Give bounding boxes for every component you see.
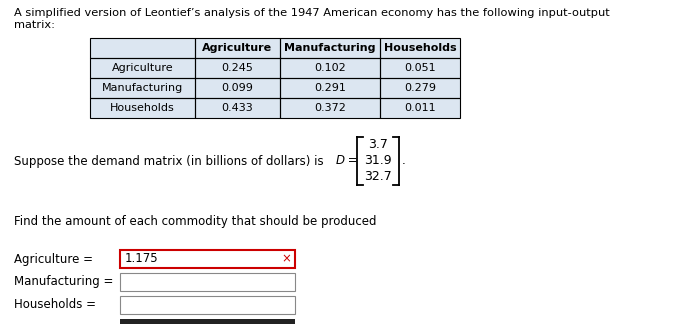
Text: Suppose the demand matrix (in billions of dollars) is: Suppose the demand matrix (in billions o… (14, 155, 328, 168)
Text: 1.175: 1.175 (125, 252, 159, 265)
Text: 0.051: 0.051 (404, 63, 436, 73)
Bar (120, 319, 295, 324)
Text: 0.011: 0.011 (404, 103, 436, 113)
Text: 0.372: 0.372 (314, 103, 346, 113)
Bar (90, 38, 460, 118)
Text: .: . (402, 155, 406, 168)
Bar (380, 78, 460, 98)
Text: Agriculture =: Agriculture = (14, 252, 93, 265)
Text: Agriculture: Agriculture (202, 43, 272, 53)
Text: 0.433: 0.433 (222, 103, 253, 113)
Text: 3.7: 3.7 (368, 138, 388, 152)
Bar (280, 58, 380, 78)
Text: matrix:: matrix: (14, 20, 55, 30)
Bar (120, 296, 295, 314)
Bar (90, 78, 195, 98)
Bar (90, 98, 195, 118)
Bar (280, 38, 380, 58)
Text: Manufacturing: Manufacturing (102, 83, 183, 93)
Bar (195, 98, 280, 118)
Text: Households =: Households = (14, 298, 96, 311)
Bar (90, 58, 195, 78)
Text: Households: Households (110, 103, 175, 113)
Text: =: = (344, 155, 358, 168)
Bar (280, 98, 380, 118)
Text: ×: × (281, 252, 291, 265)
Bar (380, 98, 460, 118)
Bar (120, 250, 295, 268)
Text: A simplified version of Leontief’s analysis of the 1947 American economy has the: A simplified version of Leontief’s analy… (14, 8, 610, 18)
Text: Households: Households (384, 43, 456, 53)
Text: $D$: $D$ (335, 155, 346, 168)
Text: 0.099: 0.099 (222, 83, 253, 93)
Text: 0.102: 0.102 (314, 63, 346, 73)
Bar (380, 38, 460, 58)
Text: Manufacturing =: Manufacturing = (14, 275, 113, 288)
Bar (195, 78, 280, 98)
Bar (120, 273, 295, 291)
Bar (280, 78, 380, 98)
Bar (380, 58, 460, 78)
Text: 0.245: 0.245 (222, 63, 253, 73)
Text: 0.291: 0.291 (314, 83, 346, 93)
Bar (90, 38, 195, 58)
Bar (195, 38, 280, 58)
Text: 32.7: 32.7 (364, 170, 392, 183)
Text: 0.279: 0.279 (404, 83, 436, 93)
Text: Manufacturing: Manufacturing (284, 43, 376, 53)
Text: Find the amount of each commodity that should be produced: Find the amount of each commodity that s… (14, 215, 377, 228)
Text: Agriculture: Agriculture (112, 63, 174, 73)
Text: 31.9: 31.9 (364, 155, 392, 168)
Bar (195, 58, 280, 78)
